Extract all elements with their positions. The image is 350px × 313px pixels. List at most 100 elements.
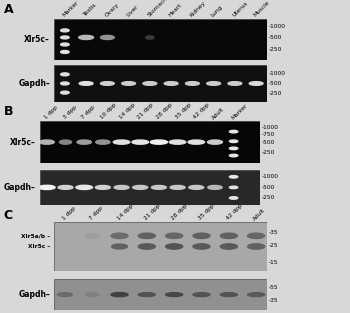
Text: Xlr5c–: Xlr5c– [24,35,50,44]
Text: A: A [4,3,13,16]
Text: 1 dpp: 1 dpp [43,105,59,120]
Ellipse shape [230,147,238,150]
Text: 10 dpp: 10 dpp [99,102,117,120]
Ellipse shape [112,244,127,249]
Text: Xlr5c –: Xlr5c – [28,244,50,249]
Ellipse shape [77,140,91,144]
Ellipse shape [189,186,204,189]
Text: 42 dpp: 42 dpp [193,102,211,120]
Text: B: B [4,105,13,119]
Ellipse shape [133,186,148,189]
Ellipse shape [249,82,263,85]
Text: Marker: Marker [230,102,248,120]
Ellipse shape [150,140,167,144]
Ellipse shape [132,140,148,144]
Ellipse shape [220,244,237,249]
Ellipse shape [228,82,242,85]
Text: Liver: Liver [125,4,139,18]
Text: Xlr5a/b –: Xlr5a/b – [21,233,50,238]
Text: 21 dpp: 21 dpp [137,102,155,120]
Ellipse shape [85,293,99,296]
Text: 1 dpp: 1 dpp [61,206,77,222]
Text: 28 dpp: 28 dpp [155,102,174,120]
Text: -35: -35 [268,298,278,303]
Ellipse shape [100,35,114,39]
Text: Stomach: Stomach [146,0,168,18]
Ellipse shape [85,233,100,238]
Text: -250: -250 [268,91,282,96]
Text: Kidney: Kidney [189,0,206,18]
Ellipse shape [193,293,210,296]
Ellipse shape [188,140,204,144]
Ellipse shape [61,73,69,76]
Text: -250: -250 [262,196,275,200]
Ellipse shape [248,233,265,239]
Ellipse shape [58,186,73,189]
Ellipse shape [230,130,238,133]
Text: -25: -25 [268,243,278,248]
Ellipse shape [230,186,238,189]
Ellipse shape [114,186,129,189]
Ellipse shape [193,233,210,239]
Ellipse shape [39,140,54,144]
Text: -500: -500 [268,81,282,86]
Text: 35 dpp: 35 dpp [174,102,192,120]
Ellipse shape [138,233,155,239]
Ellipse shape [79,82,93,85]
Text: Gapdh–: Gapdh– [18,79,50,88]
Ellipse shape [96,140,110,144]
Ellipse shape [152,186,166,189]
Text: Lung: Lung [210,4,224,18]
Text: -15: -15 [268,259,278,264]
Text: Gapdh–: Gapdh– [18,290,50,299]
Ellipse shape [186,82,199,85]
Text: -500: -500 [262,140,275,145]
Ellipse shape [169,140,186,144]
Ellipse shape [122,82,135,85]
Text: Gapdh–: Gapdh– [4,183,36,192]
Ellipse shape [111,233,128,239]
Ellipse shape [230,140,238,142]
Text: -500: -500 [262,185,275,190]
Ellipse shape [208,140,222,144]
Text: -500: -500 [268,35,282,40]
Ellipse shape [208,186,222,189]
Text: -1000: -1000 [268,71,285,76]
Text: Marker: Marker [61,0,79,18]
Text: 3 dpp: 3 dpp [62,105,77,120]
Text: -750: -750 [262,132,275,137]
Ellipse shape [230,154,238,157]
Text: C: C [4,209,13,222]
Ellipse shape [138,293,155,296]
Ellipse shape [138,244,155,249]
Ellipse shape [61,91,69,94]
Text: Testis: Testis [83,3,98,18]
Text: 7 dpp: 7 dpp [89,206,104,222]
Ellipse shape [230,176,238,178]
Text: -55: -55 [268,285,278,290]
Text: 14 dpp: 14 dpp [116,203,134,222]
Text: 14 dpp: 14 dpp [118,102,136,120]
Ellipse shape [248,293,265,296]
Text: Ovary: Ovary [104,2,120,18]
Text: -1000: -1000 [262,174,279,179]
Ellipse shape [79,35,93,39]
Ellipse shape [143,82,157,85]
Text: 21 dpp: 21 dpp [143,203,161,222]
Text: 7 dpp: 7 dpp [80,105,96,120]
Ellipse shape [207,82,220,85]
Ellipse shape [61,50,69,54]
Text: 28 dpp: 28 dpp [171,203,189,222]
Ellipse shape [220,233,237,239]
Ellipse shape [61,82,69,85]
Ellipse shape [170,186,185,189]
Text: Adult: Adult [211,106,226,120]
Ellipse shape [164,82,178,85]
Ellipse shape [57,293,72,296]
Text: Muscle: Muscle [253,0,271,18]
Ellipse shape [61,36,69,39]
Text: Xlr5c–: Xlr5c– [10,138,36,146]
Ellipse shape [61,29,69,32]
Ellipse shape [111,293,128,297]
Text: -250: -250 [262,150,275,155]
